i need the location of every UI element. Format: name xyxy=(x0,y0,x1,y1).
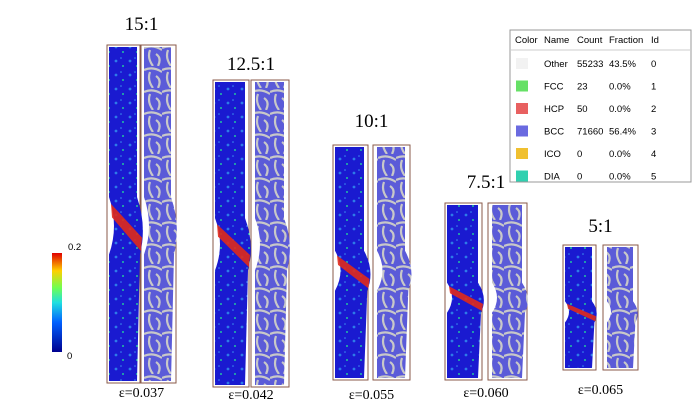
colorbar-min: 0 xyxy=(67,351,72,362)
colorbar-max: 0.2 xyxy=(68,242,81,253)
table-cell: FCC xyxy=(544,82,564,93)
strain-label: ε=0.065 xyxy=(578,383,623,398)
shear-band xyxy=(449,286,483,311)
strain-map xyxy=(565,247,597,368)
specimen-panel: 15:1 ε=0.037 xyxy=(106,14,177,401)
shear-band xyxy=(111,203,142,252)
specimen-panel: 10:1 ε=0.055 xyxy=(332,111,412,403)
colorbar: 0.2 0 xyxy=(52,242,81,362)
table-cell: 0 xyxy=(577,149,582,160)
color-swatch xyxy=(516,170,528,182)
table-cell: 2 xyxy=(651,104,656,115)
table-cell: 50 xyxy=(577,104,588,115)
ratio-label: 7.5:1 xyxy=(467,172,506,193)
table-cell: 0.0% xyxy=(609,104,631,115)
table-cell: 43.5% xyxy=(609,59,636,70)
ratio-label: 15:1 xyxy=(125,14,159,35)
specimen-frame xyxy=(562,244,597,371)
shear-band xyxy=(217,224,250,268)
strain-label: ε=0.060 xyxy=(463,386,508,401)
color-swatch xyxy=(516,58,528,69)
table-cell: 5 xyxy=(651,172,656,183)
table-cell: 1 xyxy=(651,82,656,93)
specimen-panel: 7.5:1 ε=0.060 xyxy=(444,172,528,401)
table-cell: Other xyxy=(544,59,568,70)
strain-label: ε=0.055 xyxy=(349,388,394,403)
table-header: Name xyxy=(544,35,569,46)
table-cell: 0.0% xyxy=(609,172,631,183)
table-cell: 4 xyxy=(651,149,656,160)
table-frame xyxy=(509,29,692,183)
ratio-label: 5:1 xyxy=(588,216,612,237)
grain-map xyxy=(377,147,412,378)
strain-label: ε=0.037 xyxy=(119,386,164,401)
table-cell: 56.4% xyxy=(609,127,636,138)
table-cell: 0.0% xyxy=(609,82,631,93)
structure-frame xyxy=(602,244,639,371)
table-header: Count xyxy=(577,35,603,46)
panels: 15:1 ε=0.037 12.5:1 ε=0.042 10:1 ε=0.055 7.5:1… xyxy=(106,14,639,403)
table-cell: 71660 xyxy=(577,127,603,138)
grain-map xyxy=(492,205,528,378)
structure-frame xyxy=(487,202,528,381)
specimen-panel: 12.5:1 ε=0.042 xyxy=(212,54,290,403)
table-cell: 0.0% xyxy=(609,149,631,160)
grain-map xyxy=(255,82,290,385)
strain-map xyxy=(447,205,484,378)
table-cell: ICO xyxy=(544,149,561,160)
structure-frame xyxy=(372,144,411,381)
color-swatch xyxy=(516,103,528,114)
table-header: Fraction xyxy=(609,35,643,46)
table-cell: BCC xyxy=(544,127,564,138)
table-cell: 0 xyxy=(651,59,656,70)
ratio-label: 12.5:1 xyxy=(227,54,275,75)
table-header: Color xyxy=(515,35,538,46)
strain-map xyxy=(109,47,143,381)
color-swatch xyxy=(516,125,528,137)
grain-map xyxy=(144,47,177,381)
grain-map xyxy=(607,247,638,368)
structure-frame xyxy=(250,79,290,388)
specimen-panel: 5:1 ε=0.065 xyxy=(562,216,639,398)
shear-band xyxy=(567,303,596,322)
color-swatch xyxy=(516,80,528,92)
color-swatch xyxy=(516,148,528,159)
table-cell: 0 xyxy=(577,172,582,183)
strain-label: ε=0.042 xyxy=(228,388,273,403)
shear-band xyxy=(337,255,370,289)
ratio-label: 10:1 xyxy=(355,111,389,132)
strain-map xyxy=(215,82,251,385)
table-cell: 23 xyxy=(577,82,588,93)
strain-map xyxy=(335,147,371,378)
table-cell: HCP xyxy=(544,104,564,115)
table-cell: 55233 xyxy=(577,59,603,70)
colorbar-gradient xyxy=(52,253,62,352)
table-cell: DIA xyxy=(544,172,561,183)
table-cell: 3 xyxy=(651,127,656,138)
table-header: Id xyxy=(651,35,659,46)
structure-table: Color Name Count Fraction Id Other 55233 43.5% 0… xyxy=(509,29,692,183)
